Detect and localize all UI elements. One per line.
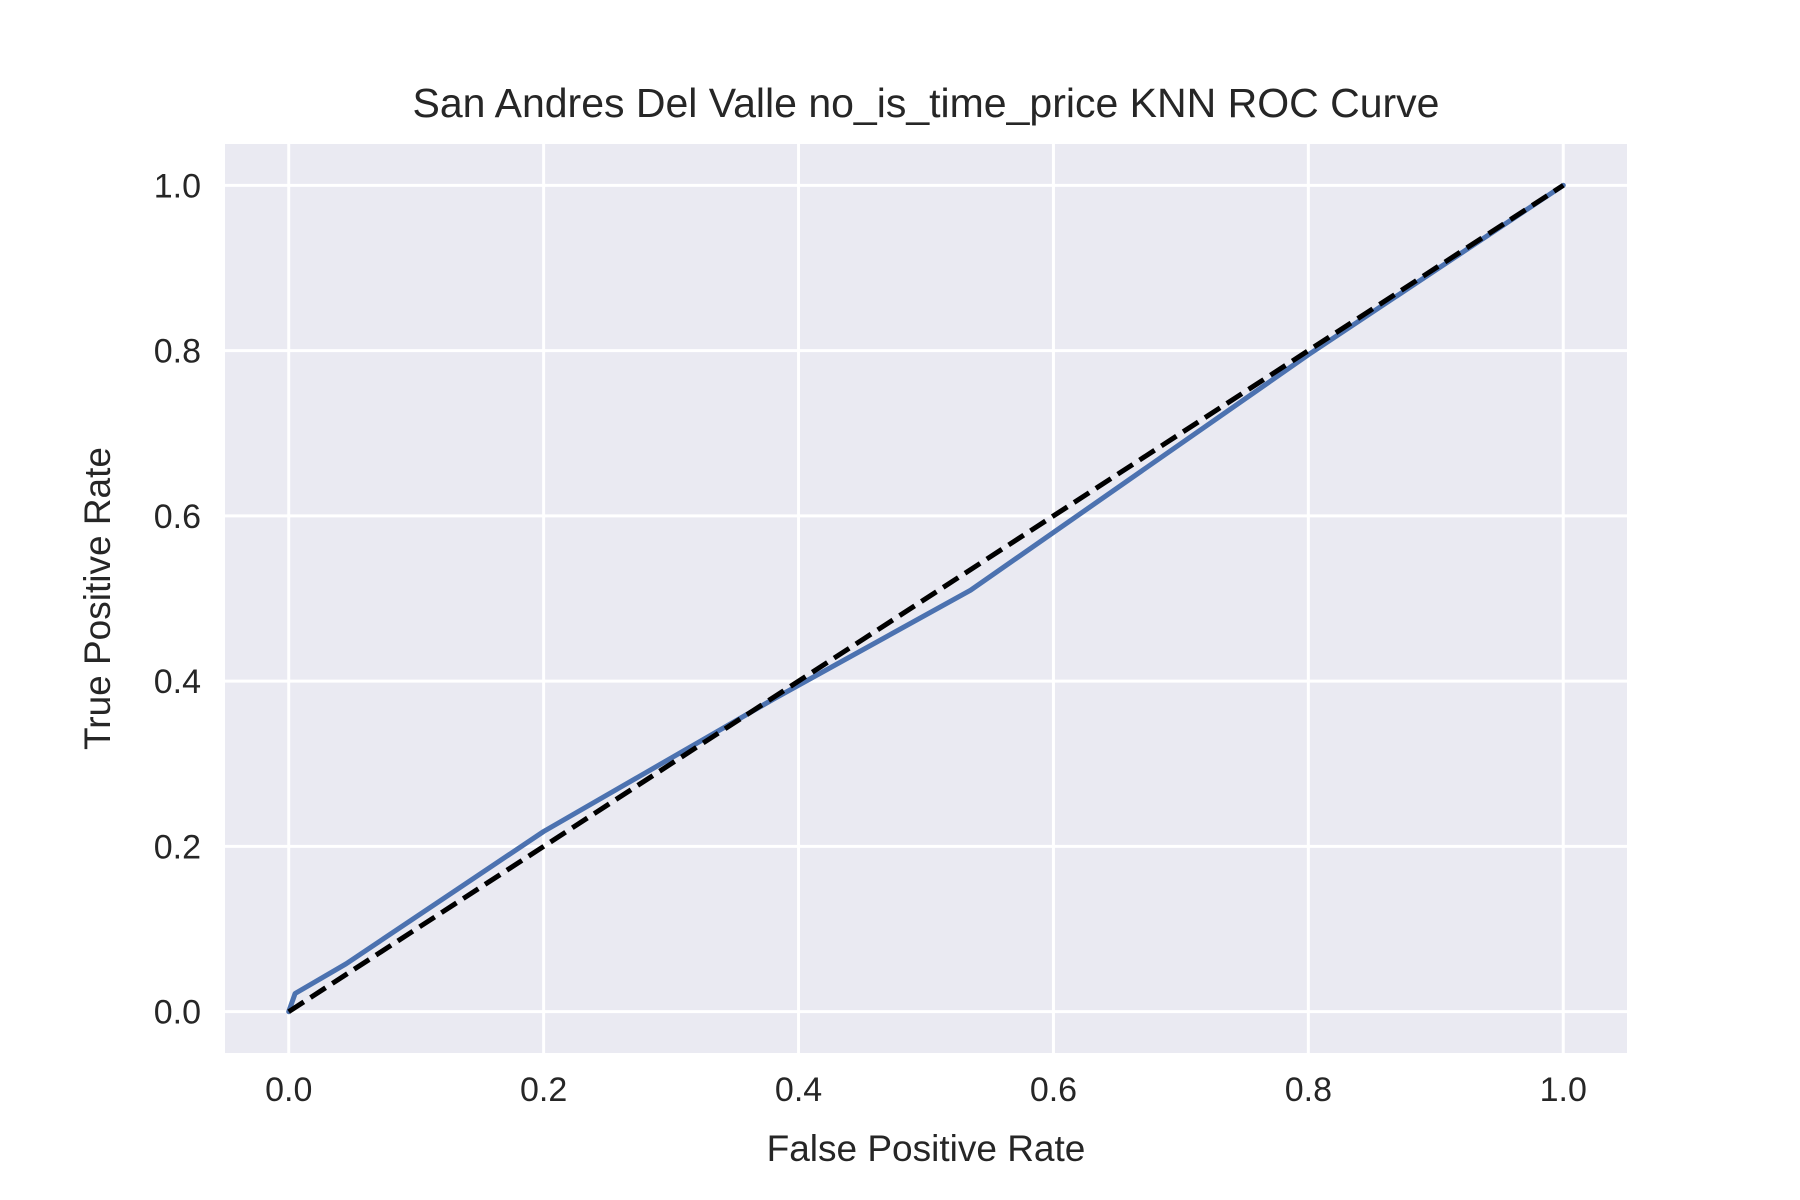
y-axis-label: True Positive Rate (77, 447, 118, 750)
y-tick-label: 0.2 (154, 828, 201, 866)
x-tick-label: 1.0 (1540, 1071, 1587, 1109)
y-tick-labels: 0.0 0.2 0.4 0.6 0.8 1.0 (154, 167, 201, 1031)
y-tick-label: 0.4 (154, 663, 201, 701)
y-tick-label: 0.6 (154, 498, 201, 536)
x-tick-labels: 0.0 0.2 0.4 0.6 0.8 1.0 (265, 1071, 1587, 1109)
x-tick-label: 0.6 (1030, 1071, 1077, 1109)
chance-diagonal-line (287, 183, 1565, 1014)
y-tick-label: 0.0 (154, 994, 201, 1032)
x-tick-label: 0.4 (775, 1071, 822, 1109)
y-tick-label: 0.8 (154, 333, 201, 371)
series-layer (286, 182, 1566, 1015)
x-tick-label: 0.2 (520, 1071, 567, 1109)
x-tick-label: 0.0 (265, 1071, 312, 1109)
x-tick-label: 0.8 (1285, 1071, 1332, 1109)
x-axis-label: False Positive Rate (767, 1128, 1086, 1169)
grid (225, 144, 1627, 1053)
y-tick-label: 1.0 (154, 167, 201, 205)
chart-title: San Andres Del Valle no_is_time_price KN… (413, 80, 1440, 126)
roc-curve-line (286, 182, 1566, 1015)
